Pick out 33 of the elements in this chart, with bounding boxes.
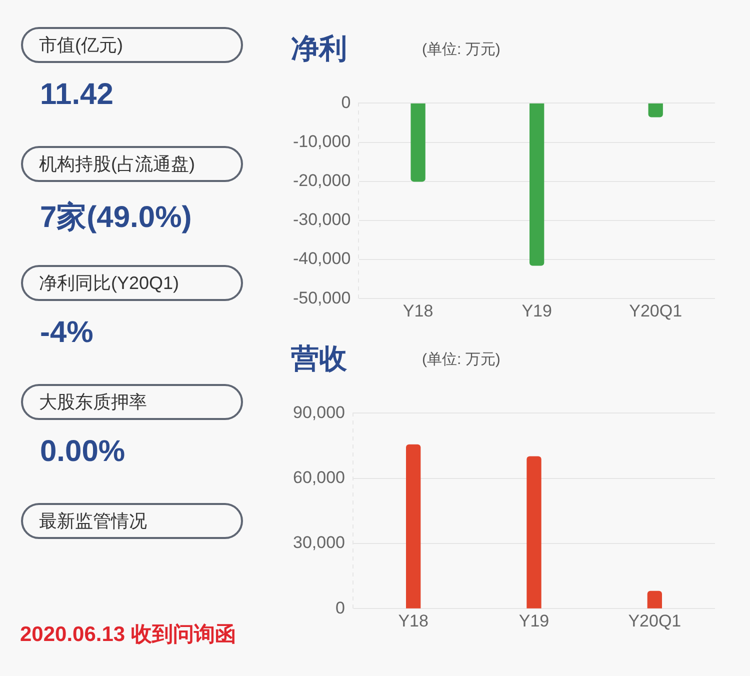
x-tick-label: Y20Q1 [628, 611, 682, 630]
text: -4% [40, 316, 94, 350]
y-tick-label: -20,000 [292, 171, 351, 190]
y-tick-label: -10,000 [292, 132, 351, 151]
y-tick-label: -50,000 [292, 288, 351, 308]
x-tick-label: Y19 [518, 611, 550, 630]
chart-subtitle: (单位: 万元) [422, 40, 500, 59]
text: 2020.06.13 收到问询函 [20, 622, 236, 648]
x-tick-label: Y20Q1 [629, 301, 682, 320]
chart-title: 净利 [291, 32, 347, 66]
y-tick-label: 0 [336, 598, 345, 618]
text: 最新监管情况 [21, 503, 243, 539]
text: 7家(49.0%) [40, 200, 192, 236]
text: 净利同比(Y20Q1) [21, 265, 243, 301]
text: 0.00% [40, 435, 126, 469]
x-tick-label: Y18 [398, 611, 428, 630]
y-tick-label: 60,000 [292, 468, 345, 488]
bar [526, 456, 542, 608]
x-tick-label: Y18 [402, 301, 434, 320]
text: 11.42 [40, 78, 114, 112]
bar [647, 590, 662, 608]
text: 市值(亿元) [21, 27, 243, 63]
y-tick-label: -30,000 [292, 210, 351, 230]
y-tick-label: 30,000 [292, 533, 345, 552]
text: 机构持股(占流通盘) [21, 146, 243, 182]
text: 大股东质押率 [21, 384, 243, 420]
bar [406, 444, 421, 608]
y-tick-label: 90,000 [292, 402, 345, 422]
y-tick-label: 0 [341, 92, 351, 112]
chart-subtitle: (单位: 万元) [422, 350, 500, 369]
x-tick-label: Y19 [522, 301, 552, 320]
y-tick-label: -40,000 [292, 249, 351, 268]
chart-title: 营收 [291, 342, 347, 376]
